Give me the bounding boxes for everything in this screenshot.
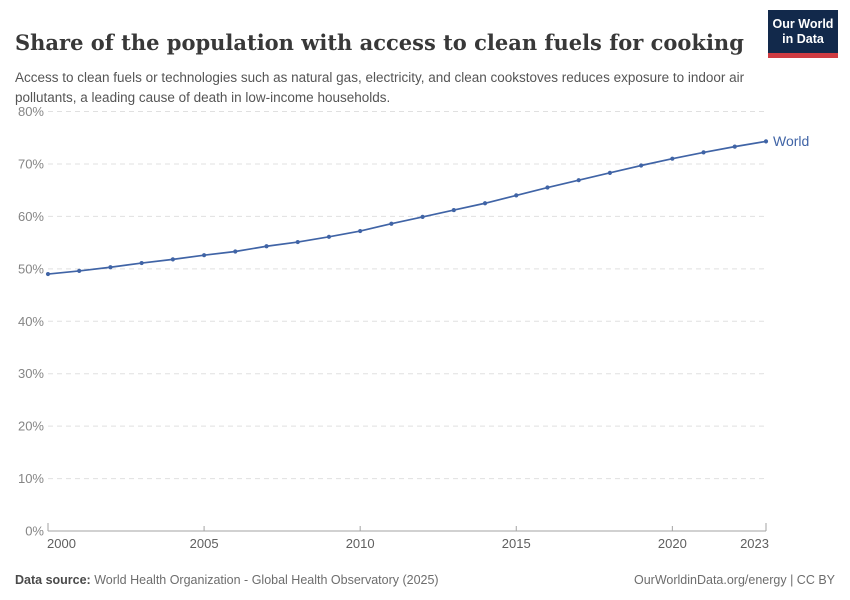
data-point [295,239,300,245]
data-point [77,268,82,274]
data-point [389,221,394,226]
data-point [420,214,425,219]
data-point [763,139,769,144]
owid-logo-line1: Our World [772,17,834,31]
data-source-value: World Health Organization - Global Healt… [94,573,439,587]
x-tick-label: 2015 [502,536,531,551]
y-tick-label: 40% [18,314,44,329]
data-point [639,163,644,168]
data-point [201,253,207,258]
chart-title: Share of the population with access to c… [15,30,744,56]
data-point [514,193,519,198]
y-tick-label: 50% [18,261,44,276]
owid-logo-line2: in Data [782,31,824,46]
owid-logo: Our World in Data [768,10,838,58]
data-point [451,207,456,213]
data-point [170,257,175,262]
chart-subtitle: Access to clean fuels or technologies su… [15,69,745,105]
x-tick-label: 2000 [47,536,76,551]
data-source: Data source: World Health Organization -… [15,573,439,587]
data-point [108,265,113,270]
x-tick-label: 2005 [190,536,219,551]
data-point [670,156,675,161]
data-point [358,228,363,234]
data-point [576,178,581,183]
data-point [264,244,269,249]
y-tick-label: 60% [18,209,44,224]
footer-license: OurWorldinData.org/energy | CC BY [633,573,835,587]
data-point [545,185,550,190]
y-tick-label: 80% [18,104,44,119]
y-tick-label: 10% [18,471,44,486]
data-source-label: Data source: [15,573,91,587]
y-tick-label: 70% [18,156,44,171]
data-point [732,144,737,149]
y-tick-label: 0% [25,524,44,539]
y-tick-label: 30% [18,366,44,381]
series-end-label: World [773,133,809,149]
data-point [607,170,613,175]
series-line-world [47,140,767,275]
y-tick-label: 20% [18,419,44,434]
chart-footer: Data source: World Health Organization -… [15,573,835,587]
data-point [139,260,144,266]
x-tick-label: 2020 [658,536,687,551]
data-point [701,150,706,155]
data-point [326,234,332,239]
data-point [45,271,51,277]
x-tick-label: 2010 [346,536,375,551]
data-point [482,201,488,206]
x-tick-label: 2023 [740,536,769,551]
data-point [233,249,238,254]
